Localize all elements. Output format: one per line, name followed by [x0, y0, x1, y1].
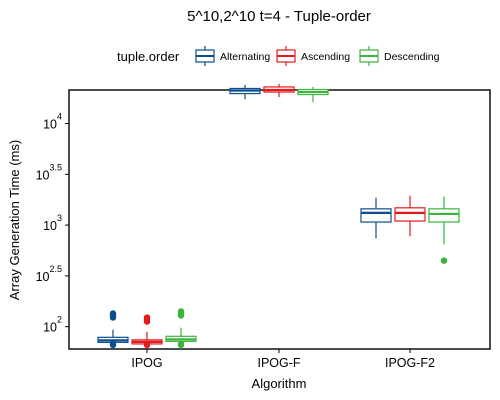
box-ascending-ipog-f	[263, 83, 295, 98]
outlier-point	[109, 340, 117, 348]
y-tick-exponent: 4	[57, 112, 62, 122]
box-descending-ipog-f	[297, 86, 329, 103]
y-tick-base: 10	[36, 270, 50, 284]
outlier-point	[177, 308, 185, 315]
box-alternating-ipog-f	[229, 84, 261, 100]
y-tick-exponent: 2	[57, 315, 62, 325]
legend-label: Alternating	[220, 51, 270, 63]
legend-item-ascending: Ascending	[276, 46, 350, 66]
box-iqr	[428, 208, 460, 223]
x-tick-label: IPOG-F2	[385, 356, 435, 370]
legend-key	[276, 46, 296, 66]
chart-title: 5^10,2^10 t=4 - Tuple-order	[187, 8, 371, 25]
x-tick-label: IPOG-F	[257, 356, 300, 370]
box-ascending-ipog-f2	[394, 195, 426, 237]
y-tick-label: 210	[43, 315, 62, 335]
legend-items: Alternating Ascending Descending	[195, 46, 440, 66]
outlier-point	[440, 257, 448, 264]
box-series	[97, 83, 460, 349]
x-axis: IPOG IPOG-F IPOG-F2	[131, 349, 435, 370]
box-iqr	[360, 208, 392, 223]
y-tick-base: 10	[43, 321, 57, 335]
box-descending-ipog	[165, 308, 197, 349]
legend-label: Descending	[384, 51, 440, 63]
outlier-point	[177, 340, 185, 348]
legend-title: tuple.order	[117, 49, 180, 64]
legend: tuple.order Alternating Ascending Descendi…	[117, 46, 440, 66]
box-iqr	[394, 207, 426, 222]
x-axis-label: Algorithm	[252, 376, 307, 391]
outlier-point	[143, 340, 151, 348]
outlier-point	[143, 314, 151, 321]
box-descending-ipog-f2	[428, 196, 460, 264]
legend-item-alternating: Alternating	[195, 46, 270, 66]
box-alternating-ipog-f2	[360, 197, 392, 239]
y-tick-label: 410	[43, 112, 62, 132]
y-tick-label: 310	[43, 213, 62, 233]
legend-label: Ascending	[301, 51, 350, 63]
y-tick-label: 3.510	[36, 162, 62, 182]
legend-key	[359, 46, 379, 66]
y-axis-label: Array Generation Time (ms)	[7, 140, 22, 300]
y-tick-exponent: 3.5	[49, 162, 62, 172]
outlier-point	[109, 310, 117, 317]
legend-key	[195, 46, 215, 66]
y-tick-exponent: 3	[57, 213, 62, 223]
x-tick-label: IPOG	[131, 356, 162, 370]
box-alternating-ipog	[97, 310, 129, 349]
box-ascending-ipog	[131, 314, 163, 349]
plot-panel	[68, 89, 491, 350]
legend-item-descending: Descending	[359, 46, 440, 66]
y-tick-base: 10	[43, 118, 57, 132]
y-tick-exponent: 2.5	[49, 264, 62, 274]
y-tick-base: 10	[43, 219, 57, 233]
y-tick-label: 2.510	[36, 264, 62, 284]
y-tick-base: 10	[36, 168, 50, 182]
